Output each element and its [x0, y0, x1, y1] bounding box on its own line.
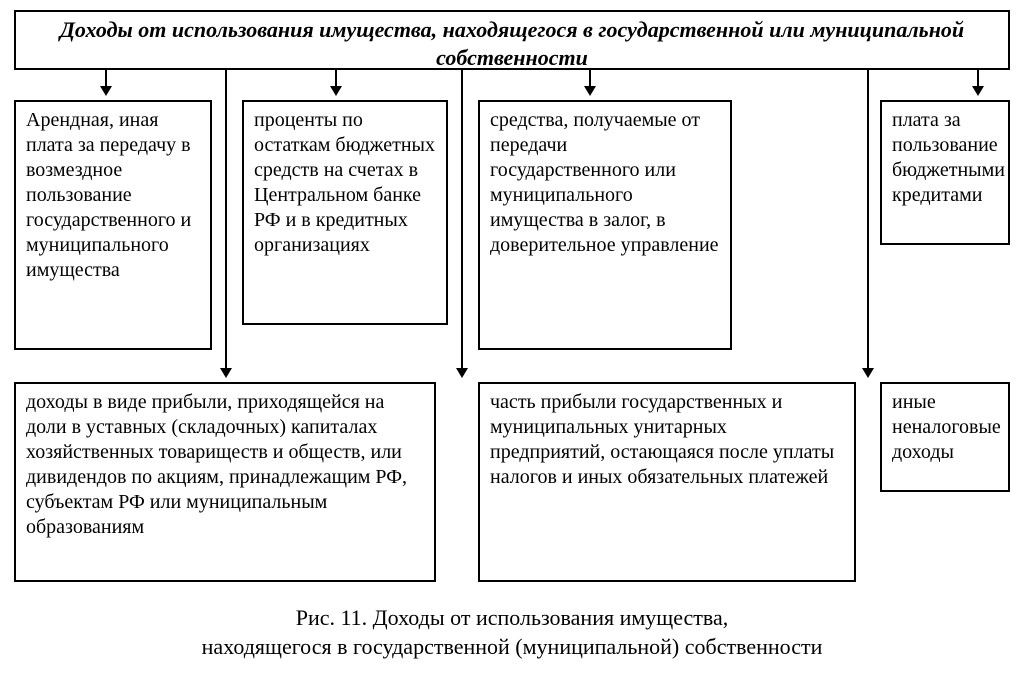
- row2-box3-text: иные неналоговые доходы: [892, 391, 1001, 463]
- row1-box1: Арендная, иная плата за передачу в возме…: [14, 100, 212, 350]
- row2-box3: иные неналоговые доходы: [880, 382, 1010, 492]
- row1-box1-text: Арендная, иная плата за передачу в возме…: [26, 109, 191, 281]
- row2-box1: доходы в виде прибыли, приходящейся на д…: [14, 382, 436, 582]
- row1-box4: плата за пользование бюджетными кредитам…: [880, 100, 1010, 245]
- row1-box4-text: плата за пользование бюджетными кредитам…: [892, 109, 1005, 206]
- row2-box1-text: доходы в виде прибыли, приходящейся на д…: [26, 391, 407, 538]
- header-text: Доходы от использования имущества, наход…: [60, 17, 964, 70]
- row1-box3-text: средства, получаемые от передачи государ…: [490, 109, 719, 256]
- row1-box2-text: проценты по остаткам бюджетных средств н…: [254, 109, 435, 256]
- row2-box2: часть прибыли государственных и муниципа…: [478, 382, 856, 582]
- header-box: Доходы от использования имущества, наход…: [14, 10, 1010, 70]
- row1-box2: проценты по остаткам бюджетных средств н…: [242, 100, 448, 325]
- row1-box3: средства, получаемые от передачи государ…: [478, 100, 732, 350]
- row2-box2-text: часть прибыли государственных и муниципа…: [490, 391, 834, 488]
- figure-caption: Рис. 11. Доходы от использования имущест…: [0, 604, 1024, 661]
- caption-line1: Рис. 11. Доходы от использования имущест…: [296, 605, 729, 630]
- caption-line2: находящегося в государственной (муниципа…: [202, 634, 823, 659]
